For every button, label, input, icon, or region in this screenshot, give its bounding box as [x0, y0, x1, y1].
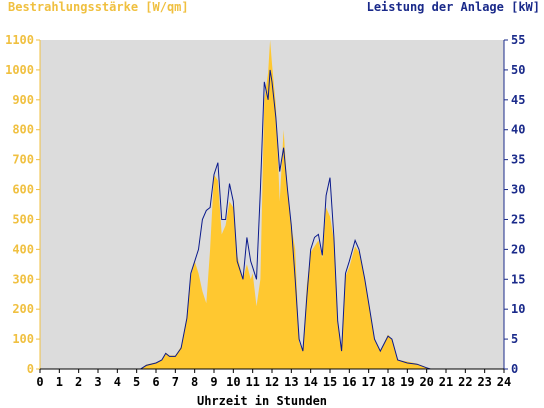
power-line-series — [40, 69, 504, 370]
x-tick-label: 24 — [497, 375, 511, 389]
right-tick-label: 10 — [511, 302, 525, 316]
left-tick-label: 400 — [12, 242, 34, 256]
x-axis-ticks: 0 1 2 3 4 5 6 7 8 9 10 11 12 13 14 15 16 17 18 19 20 21 22 23 24 — [36, 369, 511, 389]
x-tick-label: 0 — [36, 375, 43, 389]
x-tick-label: 5 — [133, 375, 140, 389]
x-tick-label: 21 — [439, 375, 453, 389]
right-tick-label: 30 — [511, 183, 525, 197]
right-tick-label: 20 — [511, 242, 525, 256]
x-tick-label: 20 — [419, 375, 433, 389]
left-tick-label: 800 — [12, 123, 34, 137]
x-tick-label: 10 — [226, 375, 240, 389]
right-tick-label: 0 — [511, 362, 518, 376]
series-layer — [40, 40, 504, 370]
left-tick-label: 500 — [12, 212, 34, 226]
x-tick-label: 12 — [265, 375, 279, 389]
right-axis-title: Leistung der Anlage [kW] — [367, 0, 540, 14]
x-tick-label: 22 — [458, 375, 472, 389]
right-axis-ticks: 0 5 10 15 20 25 30 35 40 45 50 55 — [504, 33, 525, 376]
x-tick-label: 17 — [361, 375, 375, 389]
left-tick-label: 0 — [27, 362, 34, 376]
left-tick-label: 600 — [12, 183, 34, 197]
right-tick-label: 15 — [511, 272, 525, 286]
right-tick-label: 35 — [511, 153, 525, 167]
x-tick-label: 19 — [400, 375, 414, 389]
x-tick-label: 4 — [114, 375, 121, 389]
left-tick-label: 900 — [12, 93, 34, 107]
right-tick-label: 45 — [511, 93, 525, 107]
x-tick-label: 11 — [245, 375, 259, 389]
x-tick-label: 13 — [284, 375, 298, 389]
x-tick-label: 23 — [477, 375, 491, 389]
x-tick-label: 2 — [75, 375, 82, 389]
x-tick-label: 3 — [94, 375, 101, 389]
x-tick-label: 14 — [303, 375, 317, 389]
left-axis-ticks: 0 100 200 300 400 500 600 700 800 900 1000 1100 — [5, 33, 40, 376]
right-tick-label: 55 — [511, 33, 525, 47]
left-tick-label: 700 — [12, 153, 34, 167]
left-tick-label: 200 — [12, 302, 34, 316]
x-tick-label: 1 — [56, 375, 63, 389]
x-tick-label: 9 — [210, 375, 217, 389]
x-tick-label: 6 — [152, 375, 159, 389]
x-tick-label: 8 — [191, 375, 198, 389]
x-axis-label: Uhrzeit in Stunden — [197, 394, 327, 408]
x-tick-label: 15 — [323, 375, 337, 389]
x-tick-label: 7 — [172, 375, 179, 389]
right-tick-label: 50 — [511, 63, 525, 77]
right-tick-label: 25 — [511, 212, 525, 226]
irradiance-area-series — [40, 40, 504, 369]
left-tick-label: 300 — [12, 272, 34, 286]
left-axis-title: Bestrahlungsstärke [W/qm] — [8, 0, 189, 14]
left-tick-label: 1000 — [5, 63, 34, 77]
left-tick-label: 1100 — [5, 33, 34, 47]
right-tick-label: 40 — [511, 123, 525, 137]
right-tick-label: 5 — [511, 332, 518, 346]
x-tick-label: 18 — [381, 375, 395, 389]
x-tick-label: 16 — [342, 375, 356, 389]
left-tick-label: 100 — [12, 332, 34, 346]
